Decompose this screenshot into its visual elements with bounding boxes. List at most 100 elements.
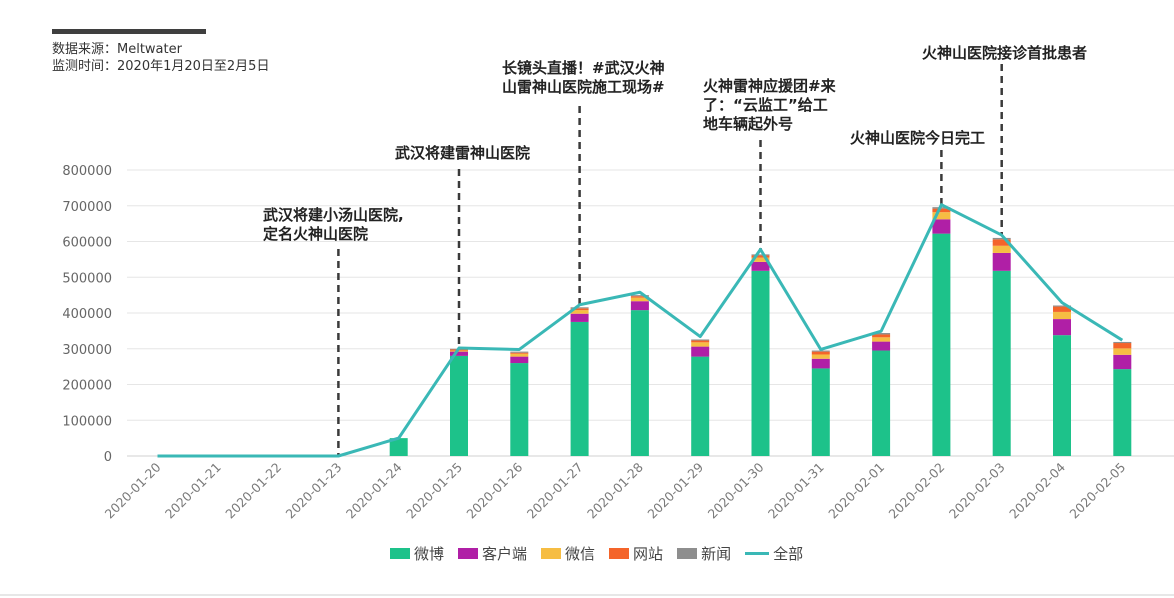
bar-web bbox=[932, 208, 951, 213]
bar-web bbox=[691, 340, 710, 343]
y-tick-label: 0 bbox=[104, 450, 112, 465]
chart-legend: 微博 客户端 微信 网站 新闻 全部 bbox=[390, 543, 803, 564]
y-tick-label: 700000 bbox=[62, 200, 112, 215]
legend-label: 客户端 bbox=[482, 545, 528, 563]
bar-news bbox=[691, 339, 710, 341]
bar-news bbox=[630, 295, 649, 297]
bar-wechat bbox=[992, 245, 1011, 253]
legend-label: 网站 bbox=[633, 545, 664, 563]
legend-swatch-wechat bbox=[541, 548, 562, 559]
bar-weibo bbox=[570, 321, 589, 456]
bar-news bbox=[510, 351, 529, 353]
x-tick-label: 2020-01-24 bbox=[343, 459, 405, 521]
legend-item-wechat: 微信 bbox=[541, 543, 595, 564]
annotation-line: 地车辆起外号 bbox=[703, 115, 794, 133]
bar-web bbox=[570, 308, 589, 311]
legend-label: 新闻 bbox=[701, 545, 732, 563]
bar-web bbox=[751, 255, 770, 258]
bar-weibo bbox=[510, 363, 529, 456]
annotation-cloud-supervisor: 火神雷神应援团#来 了：“云监工”给工 地车辆起外号 bbox=[703, 77, 836, 134]
y-tick-label: 400000 bbox=[62, 307, 112, 322]
annotation-xiaotangshan: 武汉将建小汤山医院, 定名火神山医院 bbox=[263, 206, 404, 244]
bar-client bbox=[872, 341, 891, 351]
bar-web bbox=[630, 296, 649, 298]
y-tick-label: 800000 bbox=[62, 164, 112, 179]
monitoring-period-text: 监测时间：2020年1月20日至2月5日 bbox=[52, 59, 270, 74]
annotation-line: 定名火神山医院 bbox=[263, 225, 369, 243]
legend-item-news: 新闻 bbox=[677, 543, 731, 564]
bar-web bbox=[1113, 343, 1132, 349]
x-tick-label: 2020-01-23 bbox=[283, 460, 345, 522]
bar-client bbox=[630, 301, 649, 311]
bar-news bbox=[811, 350, 830, 352]
bar-weibo bbox=[450, 355, 468, 456]
bar-client bbox=[811, 358, 830, 369]
legend-swatch-weibo bbox=[390, 548, 410, 559]
bar-wechat bbox=[872, 337, 891, 342]
x-tick-label: 2020-01-26 bbox=[463, 459, 525, 521]
bar-web bbox=[1053, 306, 1071, 312]
annotation-line: 了：“云监工”给工 bbox=[703, 96, 828, 114]
x-tick-label: 2020-02-02 bbox=[886, 460, 948, 522]
bar-weibo bbox=[691, 356, 710, 456]
bar-web bbox=[872, 334, 891, 338]
source-accent-bar bbox=[52, 29, 206, 34]
x-tick-label: 2020-02-04 bbox=[1006, 459, 1068, 521]
legend-swatch-web bbox=[609, 548, 630, 559]
bar-weibo bbox=[992, 270, 1011, 456]
bar-weibo bbox=[872, 350, 891, 456]
annotation-huoshenshan-complete: 火神山医院今日完工 bbox=[850, 129, 985, 148]
x-tick-label: 2020-01-21 bbox=[162, 460, 224, 522]
line-total bbox=[157, 203, 1124, 458]
annotation-line: 火神雷神应援团#来 bbox=[703, 77, 836, 95]
legend-swatch-client bbox=[458, 548, 479, 559]
y-tick-label: 300000 bbox=[62, 343, 112, 358]
bar-client bbox=[510, 356, 529, 364]
bar-news bbox=[992, 237, 1011, 240]
bar-client bbox=[691, 346, 710, 357]
bar-wechat bbox=[1113, 348, 1132, 355]
bar-client bbox=[932, 219, 951, 234]
annotation-line: 火神山医院今日完工 bbox=[850, 129, 986, 147]
legend-item-weibo: 微博 bbox=[390, 543, 444, 564]
x-tick-label: 2020-02-01 bbox=[825, 460, 887, 522]
bar-news bbox=[1113, 341, 1132, 344]
y-tick-label: 100000 bbox=[62, 414, 112, 429]
bar-news bbox=[570, 307, 589, 309]
bar-news bbox=[751, 254, 770, 256]
legend-item-web: 网站 bbox=[609, 543, 663, 564]
source-text: 数据来源：Meltwater bbox=[52, 42, 182, 57]
legend-swatch-news bbox=[677, 548, 698, 559]
bar-client bbox=[1113, 354, 1132, 370]
annotation-line: 火神山医院接诊首批患者 bbox=[922, 44, 1088, 62]
bar-wechat bbox=[932, 212, 951, 220]
x-tick-label: 2020-01-22 bbox=[222, 460, 284, 522]
bar-client bbox=[992, 252, 1011, 271]
bar-weibo bbox=[932, 233, 951, 456]
x-tick-label: 2020-01-28 bbox=[584, 459, 646, 521]
bar-wechat bbox=[510, 353, 529, 357]
x-tick-label: 2020-01-29 bbox=[644, 459, 706, 521]
annotation-first-patients: 火神山医院接诊首批患者 bbox=[922, 44, 1087, 63]
x-tick-label: 2020-01-25 bbox=[403, 460, 465, 522]
bar-wechat bbox=[630, 297, 649, 302]
bar-client bbox=[570, 313, 589, 322]
x-tick-label: 2020-02-03 bbox=[946, 460, 1008, 522]
annotation-line: 山雷神山医院施工现场# bbox=[502, 78, 665, 96]
annotation-line: 武汉将建雷神山医院 bbox=[395, 144, 531, 162]
bar-news bbox=[872, 333, 891, 335]
bar-wechat bbox=[751, 257, 770, 262]
annotation-line: 武汉将建小汤山医院, bbox=[263, 206, 404, 224]
y-tick-label: 500000 bbox=[62, 271, 112, 286]
bar-weibo bbox=[1053, 335, 1071, 456]
bar-weibo bbox=[811, 368, 830, 456]
x-tick-label: 2020-01-27 bbox=[524, 460, 586, 522]
bar-weibo bbox=[389, 438, 408, 456]
bar-web bbox=[510, 352, 529, 354]
bar-wechat bbox=[811, 354, 830, 359]
bar-web bbox=[811, 351, 830, 355]
bar-weibo bbox=[1113, 369, 1132, 456]
legend-item-client: 客户端 bbox=[458, 543, 527, 564]
x-tick-label: 2020-01-20 bbox=[102, 459, 164, 521]
